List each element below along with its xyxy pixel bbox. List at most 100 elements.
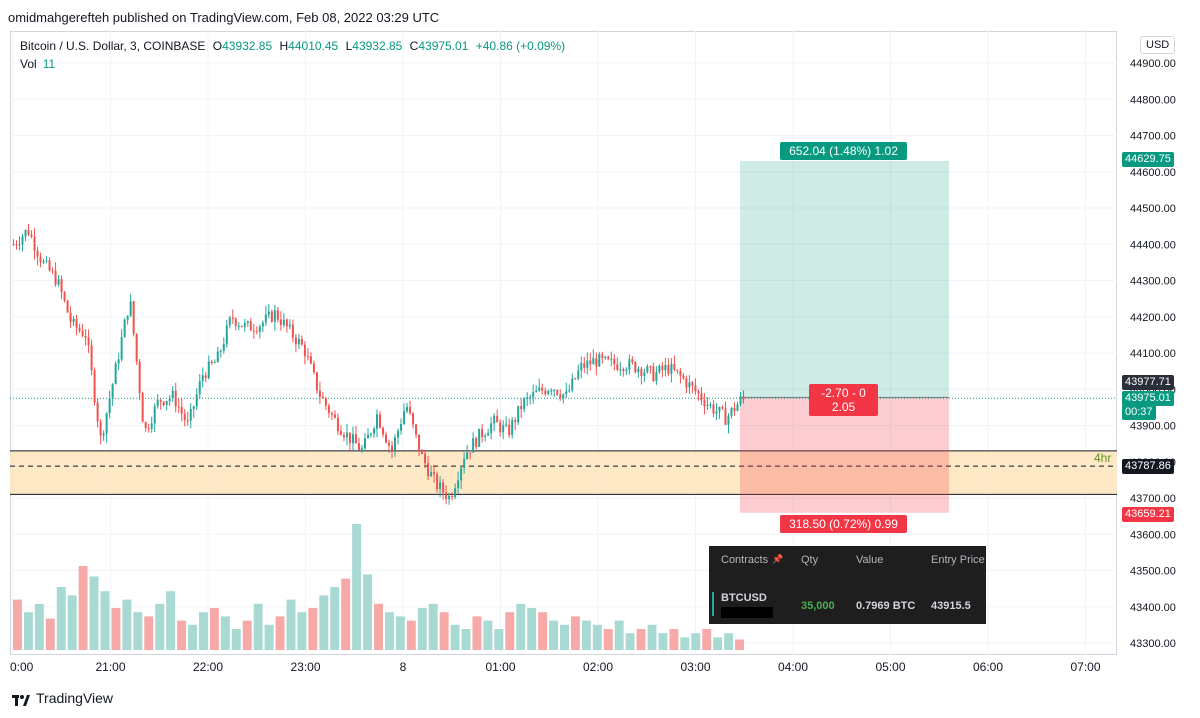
candle-body	[273, 310, 276, 322]
redacted-block	[721, 607, 773, 618]
candle-body	[406, 406, 409, 412]
candle-body	[604, 356, 607, 358]
volume-bar	[177, 620, 187, 650]
volume-bar	[188, 624, 197, 650]
candle-body	[87, 337, 90, 346]
x-tick-label: 06:00	[973, 660, 1003, 674]
candle-body	[156, 399, 159, 407]
candle-body	[715, 411, 718, 414]
high-value: 44010.45	[288, 39, 339, 53]
candle-body	[276, 310, 279, 320]
volume-bar	[538, 612, 548, 650]
chart-frame[interactable]	[10, 31, 1117, 655]
candle-body	[57, 279, 60, 285]
volume-bar	[100, 591, 110, 650]
candle-body	[694, 385, 697, 392]
candle-body	[463, 458, 466, 468]
candle-body	[415, 424, 418, 435]
candle-body	[63, 292, 66, 301]
candle-body	[342, 434, 345, 438]
currency-button[interactable]: USD	[1140, 36, 1176, 54]
candle-body	[466, 452, 469, 459]
candle-body	[75, 318, 78, 328]
candle-body	[48, 260, 51, 271]
y-tick-label: 44100.00	[1130, 348, 1176, 360]
volume-bar	[363, 574, 373, 650]
candle-body	[45, 260, 48, 262]
candle-body	[676, 369, 679, 371]
candle-body	[261, 322, 264, 327]
high-price-tag: 43977.71	[1122, 375, 1174, 390]
candle-body	[598, 354, 601, 367]
candle-body	[703, 400, 706, 407]
volume-bar	[603, 629, 613, 650]
candle-body	[742, 396, 745, 399]
volume-bar	[505, 612, 515, 650]
volume-bar	[67, 595, 77, 650]
volume-bar	[417, 608, 427, 650]
candle-body	[523, 398, 526, 410]
candle-body	[547, 391, 550, 394]
volume-bar	[45, 618, 55, 650]
candle-body	[529, 397, 532, 399]
candle-body	[493, 415, 496, 424]
candle-body	[700, 393, 703, 401]
candle-body	[243, 323, 246, 327]
row-qty: 35,000	[801, 600, 835, 612]
candle-body	[348, 432, 351, 444]
volume-bar	[144, 616, 154, 650]
brand-name: TradingView	[36, 690, 114, 706]
candle-body	[99, 421, 102, 436]
candle-body	[634, 362, 637, 373]
volume-bar	[89, 576, 99, 650]
volume-bar	[264, 624, 274, 650]
candle-body	[721, 406, 724, 409]
candle-body	[111, 384, 114, 399]
volume-bar	[56, 587, 66, 650]
candle-body	[661, 365, 664, 371]
candle-body	[685, 378, 688, 388]
candle-body	[679, 370, 682, 376]
candle-body	[123, 319, 126, 338]
candle-body	[120, 337, 123, 360]
candle-body	[12, 244, 15, 246]
candle-body	[499, 422, 502, 433]
candle-body	[385, 434, 388, 443]
candle-body	[18, 244, 21, 246]
candle-body	[93, 370, 96, 403]
candle-body	[69, 312, 72, 322]
open-value: 43932.85	[222, 39, 273, 53]
x-tick-label: 23:00	[290, 660, 320, 674]
pin-icon[interactable]: 📌	[772, 554, 784, 564]
candle-body	[165, 401, 168, 405]
publisher-line: omidmahgerefteh published on TradingView…	[8, 10, 440, 25]
candle-body	[565, 391, 568, 395]
profit-label: 652.04 (1.48%) 1.02	[780, 142, 907, 160]
last-price-tag: 43975.01	[1122, 391, 1174, 406]
candle-body	[312, 363, 315, 373]
candle-body	[222, 344, 225, 351]
candle-body	[430, 472, 433, 477]
candle-body	[300, 339, 303, 345]
candle-body	[258, 326, 261, 332]
candle-body	[442, 482, 445, 493]
candle-body	[321, 396, 324, 399]
volume-bar	[735, 639, 744, 650]
symbol-title[interactable]: Bitcoin / U.S. Dollar, 3, COINBASE	[20, 39, 206, 53]
volume-bar	[680, 637, 690, 650]
candle-body	[81, 330, 84, 336]
candle-body	[583, 363, 586, 368]
candle-body	[571, 378, 574, 391]
candle-body	[372, 428, 375, 434]
candle-body	[306, 356, 309, 358]
candle-body	[183, 413, 186, 421]
volume-bar	[636, 629, 646, 650]
volume-bar	[406, 620, 416, 650]
candle-body	[724, 408, 727, 425]
candle-body	[60, 279, 63, 293]
candle-body	[484, 435, 487, 438]
volume-bar	[483, 620, 493, 650]
volume-bar	[669, 629, 679, 650]
col-qty: Qty	[801, 554, 819, 566]
